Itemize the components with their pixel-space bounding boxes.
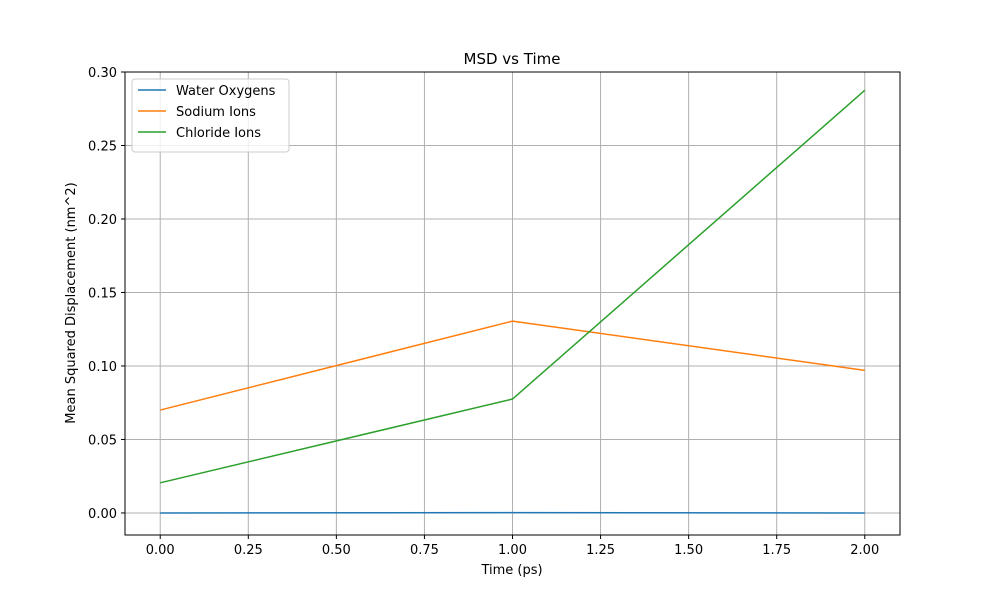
y-tick-label: 0.30 bbox=[88, 66, 117, 81]
x-tick-label: 1.75 bbox=[762, 543, 791, 558]
y-tick-label: 0.20 bbox=[88, 213, 117, 228]
x-tick-label: 1.25 bbox=[586, 543, 615, 558]
x-tick-label: 0.75 bbox=[410, 543, 439, 558]
x-tick-label: 0.25 bbox=[234, 543, 263, 558]
legend-label: Sodium Ions bbox=[176, 105, 256, 120]
y-tick-label: 0.15 bbox=[88, 286, 117, 301]
legend-label: Chloride Ions bbox=[176, 126, 261, 141]
x-tick-label: 0.50 bbox=[322, 543, 351, 558]
chart-title: MSD vs Time bbox=[464, 50, 561, 68]
y-tick-label: 0.10 bbox=[88, 360, 117, 375]
x-tick-label: 2.00 bbox=[850, 543, 879, 558]
series-lines bbox=[160, 89, 866, 514]
legend-box bbox=[131, 78, 290, 153]
y-axis-label: Mean Squared Displacement (nm^2) bbox=[64, 182, 79, 423]
x-tick-label: 1.00 bbox=[498, 543, 527, 558]
x-tick-label: 0.00 bbox=[146, 543, 175, 558]
x-axis-label: Time (ps) bbox=[480, 563, 542, 578]
x-tick-label: 1.50 bbox=[674, 543, 703, 558]
y-tick-label: 0.05 bbox=[88, 433, 117, 448]
y-tick-label: 0.00 bbox=[88, 507, 117, 522]
series-line-sodium-ions bbox=[160, 320, 865, 411]
legend: Water Oxygens Sodium Ions Chloride Ions bbox=[131, 78, 290, 153]
y-tick-label: 0.25 bbox=[88, 139, 117, 154]
series-line-chloride-ions bbox=[160, 89, 866, 484]
legend-label: Water Oxygens bbox=[176, 84, 276, 99]
axis-ticks: 0.00 0.25 0.50 0.75 1.00 1.25 1.50 1.75 2.00 0.00… bbox=[88, 66, 879, 558]
